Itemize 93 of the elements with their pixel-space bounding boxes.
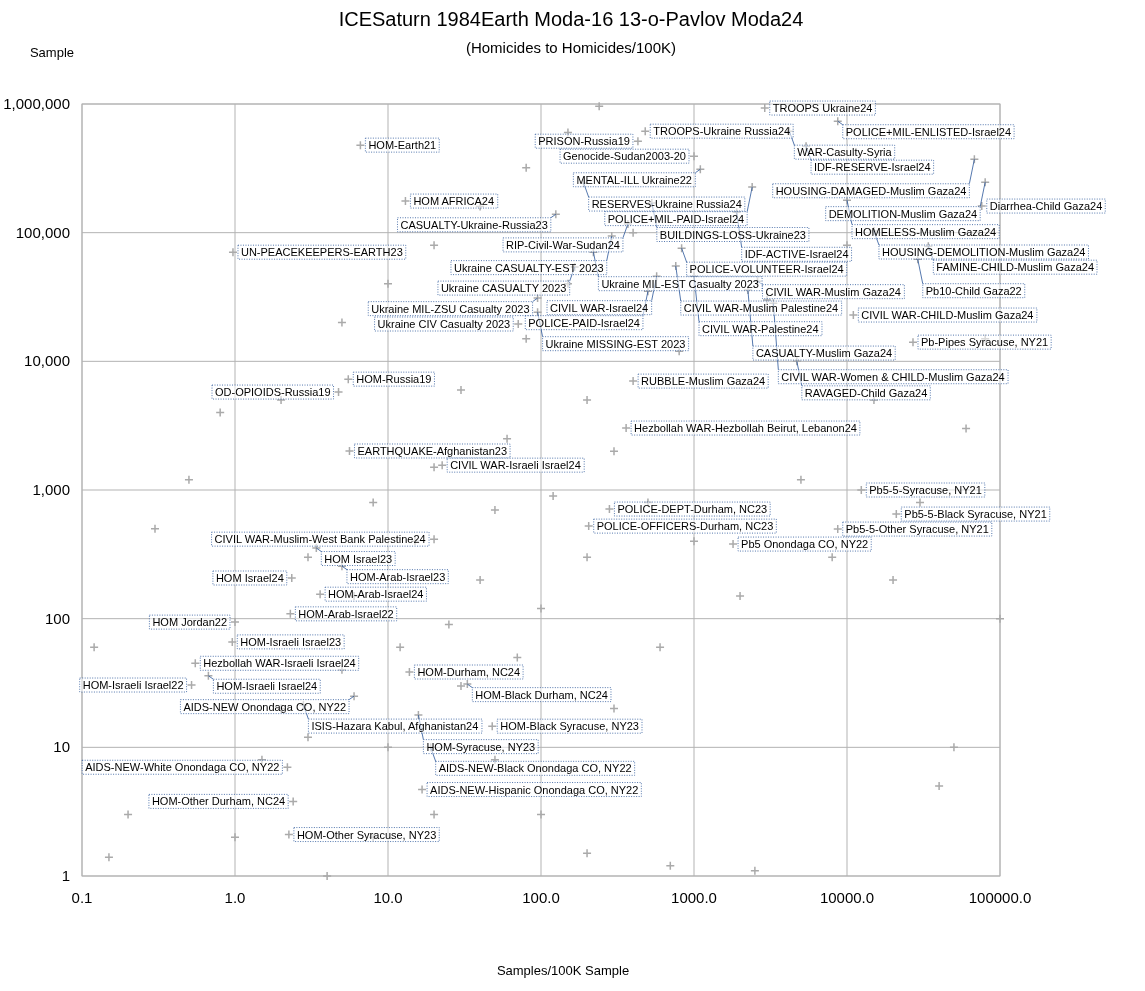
- annotation: CIVIL WAR-Muslim Gaza24: [765, 285, 901, 298]
- annotation: AIDS-NEW-Black Onondaga CO, NY22: [438, 762, 632, 775]
- annotation: Pb5-5-Syracuse, NY21: [869, 484, 982, 496]
- annotation: BUILDINGS-LOSS-Ukraine23: [659, 228, 806, 241]
- annotation: WAR-Casulty-Syria: [797, 146, 893, 159]
- annotation: Ukraine MIL-EST Casualty 2023: [601, 277, 759, 290]
- annotation: HOUSING-DEMOLITION-Muslim Gaza24: [881, 246, 1086, 259]
- annotation: PRISON-Russia19: [538, 135, 630, 148]
- annotation: AIDS-NEW-White Onondaga CO, NY22: [85, 761, 280, 774]
- annotation: POLICE+MIL-ENLISTED-Israel24: [845, 125, 1012, 138]
- annotation: Ukraine CASUALTY-EST 2023: [453, 261, 604, 274]
- x-axis-title: Samples/100K Sample: [496, 963, 630, 978]
- y-axis-title: Sample: [29, 45, 75, 60]
- annotation: POLICE-PAID-Israel24: [528, 316, 640, 329]
- chart-subtitle: (Homicides to Homicides/100K): [465, 39, 677, 56]
- annotation: Ukraine MISSING-EST 2023: [545, 337, 686, 350]
- annotation: HOM-Arab-Israel22: [298, 607, 394, 620]
- annotation: CIVIL WAR-CHILD-Muslim Gaza24: [861, 309, 1034, 322]
- annotation: UN-PEACEKEEPERS-EARTH23: [240, 246, 403, 259]
- annotation: IDF-ACTIVE-Israel24: [744, 248, 849, 261]
- annotation: IDF-RESERVE-Israel24: [814, 161, 931, 174]
- annotation: HOM-Arab-Israel23: [349, 570, 446, 583]
- annotation: HOM-Other Durham, NC24: [151, 795, 286, 808]
- y-tick-label: 1: [61, 867, 70, 884]
- annotation: Ukraine MIL-ZSU Casualty 2023: [371, 302, 530, 315]
- annotation: Ukraine CIV Casualty 2023: [377, 318, 511, 331]
- annotation: POLICE-VOLUNTEER-Israel24: [689, 263, 844, 276]
- annotation: TROOPS Ukraine24: [772, 102, 873, 115]
- annotation: CIVIL WAR-Palestine24: [702, 322, 819, 335]
- annotation: HOM-Israeli Israel24: [216, 680, 318, 693]
- annotation: AIDS-NEW-Hispanic Onondaga CO, NY22: [430, 783, 639, 796]
- annotation: EARTHQUAKE-Afghanistan23: [357, 444, 508, 457]
- annotation: Diarrhea-Child Gaza24: [989, 200, 1103, 213]
- annotation: POLICE-OFFICERS-Durham, NC23: [596, 520, 774, 533]
- x-tick-label: 0.1: [71, 889, 93, 906]
- y-tick-label: 100,000: [15, 223, 70, 241]
- chart-title: ICESaturn 1984Earth Moda-16 13-o-Pavlov Moda24: [338, 8, 804, 30]
- annotation: AIDS-NEW Onondaga CO, NY22: [183, 700, 347, 713]
- annotation: DEMOLITION-Muslim Gaza24: [828, 207, 978, 220]
- x-tick-label: 100.0: [522, 889, 560, 906]
- annotation: ISIS-Hazara Kabul, Afghanistan24: [311, 720, 479, 733]
- annotation: RESERVES-Ukraine Russia24: [591, 198, 742, 211]
- annotation: HOM-Black Durham, NC24: [475, 688, 608, 701]
- annotation: TROOPS-Ukraine Russia24: [653, 125, 791, 138]
- annotation: CASUALTY-Ukraine-Russia23: [400, 218, 548, 231]
- annotation: HOM-Other Syracuse, NY23: [296, 828, 437, 841]
- y-tick-label: 10,000: [24, 352, 70, 370]
- annotation: RUBBLE-Muslim Gaza24: [641, 375, 766, 388]
- annotation: POLICE+MIL-PAID-Israel24: [607, 212, 745, 225]
- annotation: HOUSING-DAMAGED-Muslim Gaza24: [775, 184, 967, 197]
- annotation: CIVIL WAR-Women & CHILD-Muslim Gaza24: [781, 370, 1005, 383]
- annotation: RAVAGED-Child Gaza24: [804, 386, 928, 399]
- annotation: CIVIL WAR-Israel24: [550, 301, 649, 314]
- annotation: HOM-Israeli Israel22: [82, 679, 184, 692]
- y-tick-label: 10: [53, 738, 70, 756]
- annotation: HOM-Israeli Israel23: [240, 635, 342, 648]
- y-tick-label: 1,000: [32, 481, 70, 498]
- annotation: Ukraine CASUALTY 2023: [440, 282, 567, 295]
- y-tick-label: 1,000,000: [3, 95, 70, 112]
- annotation: RIP-Civil-War-Sudan24: [506, 238, 620, 251]
- annotation: Genocide-Sudan2003-20: [563, 150, 687, 163]
- annotation: HOM Israel23: [324, 552, 393, 565]
- annotation: Pb5-5-Other Syracuse, NY21: [845, 523, 989, 536]
- annotation: CIVIL WAR-Muslim-West Bank Palestine24: [214, 533, 426, 546]
- annotation: CASUALTY-Muslim Gaza24: [755, 347, 893, 360]
- annotation: FAMINE-CHILD-Muslim Gaza24: [936, 261, 1095, 274]
- annotation: HOM-Arab-Israel24: [328, 588, 424, 601]
- annotation: Pb5-5-Black Syracuse, NY21: [904, 508, 1047, 521]
- annotation: CIVIL WAR-Muslim Palestine24: [683, 302, 839, 315]
- annotation: HOM Israel24: [215, 572, 284, 585]
- annotation: Hezbollah WAR-Hezbollah Beirut, Lebanon24: [634, 422, 857, 435]
- annotation: HOM Jordan22: [152, 616, 228, 629]
- x-tick-label: 1.0: [224, 889, 246, 906]
- annotation: HOM AFRICA24: [413, 195, 495, 208]
- annotation: HOM-Durham, NC24: [417, 666, 521, 678]
- x-tick-label: 100000.0: [968, 889, 1032, 906]
- annotation: HOM-Black Syracuse, NY23: [500, 720, 639, 733]
- annotation: Hezbollah WAR-Israeli Israel24: [203, 657, 356, 670]
- annotation: MENTAL-ILL Ukraine22: [576, 173, 692, 186]
- annotation: HOM-Syracuse, NY23: [426, 740, 536, 753]
- x-tick-label: 10000.0: [819, 889, 875, 906]
- annotation: OD-OPIOIDS-Russia19: [215, 386, 331, 399]
- annotation: POLICE-DEPT-Durham, NC23: [617, 503, 768, 516]
- annotation: CIVIL WAR-Israeli Israel24: [450, 459, 581, 472]
- annotation: HOM-Russia19: [356, 373, 432, 386]
- annotation: HOM-Earth21: [368, 139, 437, 152]
- annotation: HOMELESS-Muslim Gaza24: [855, 225, 997, 238]
- annotation: Pb5 Onondaga CO, NY22: [741, 538, 869, 551]
- x-tick-label: 1000.0: [671, 889, 717, 906]
- y-tick-label: 100: [44, 609, 70, 627]
- x-tick-label: 10.0: [373, 889, 403, 906]
- annotation: Pb10-Child Gaza22: [925, 284, 1022, 297]
- annotation: Pb-Pipes Syracuse, NY21: [921, 336, 1049, 349]
